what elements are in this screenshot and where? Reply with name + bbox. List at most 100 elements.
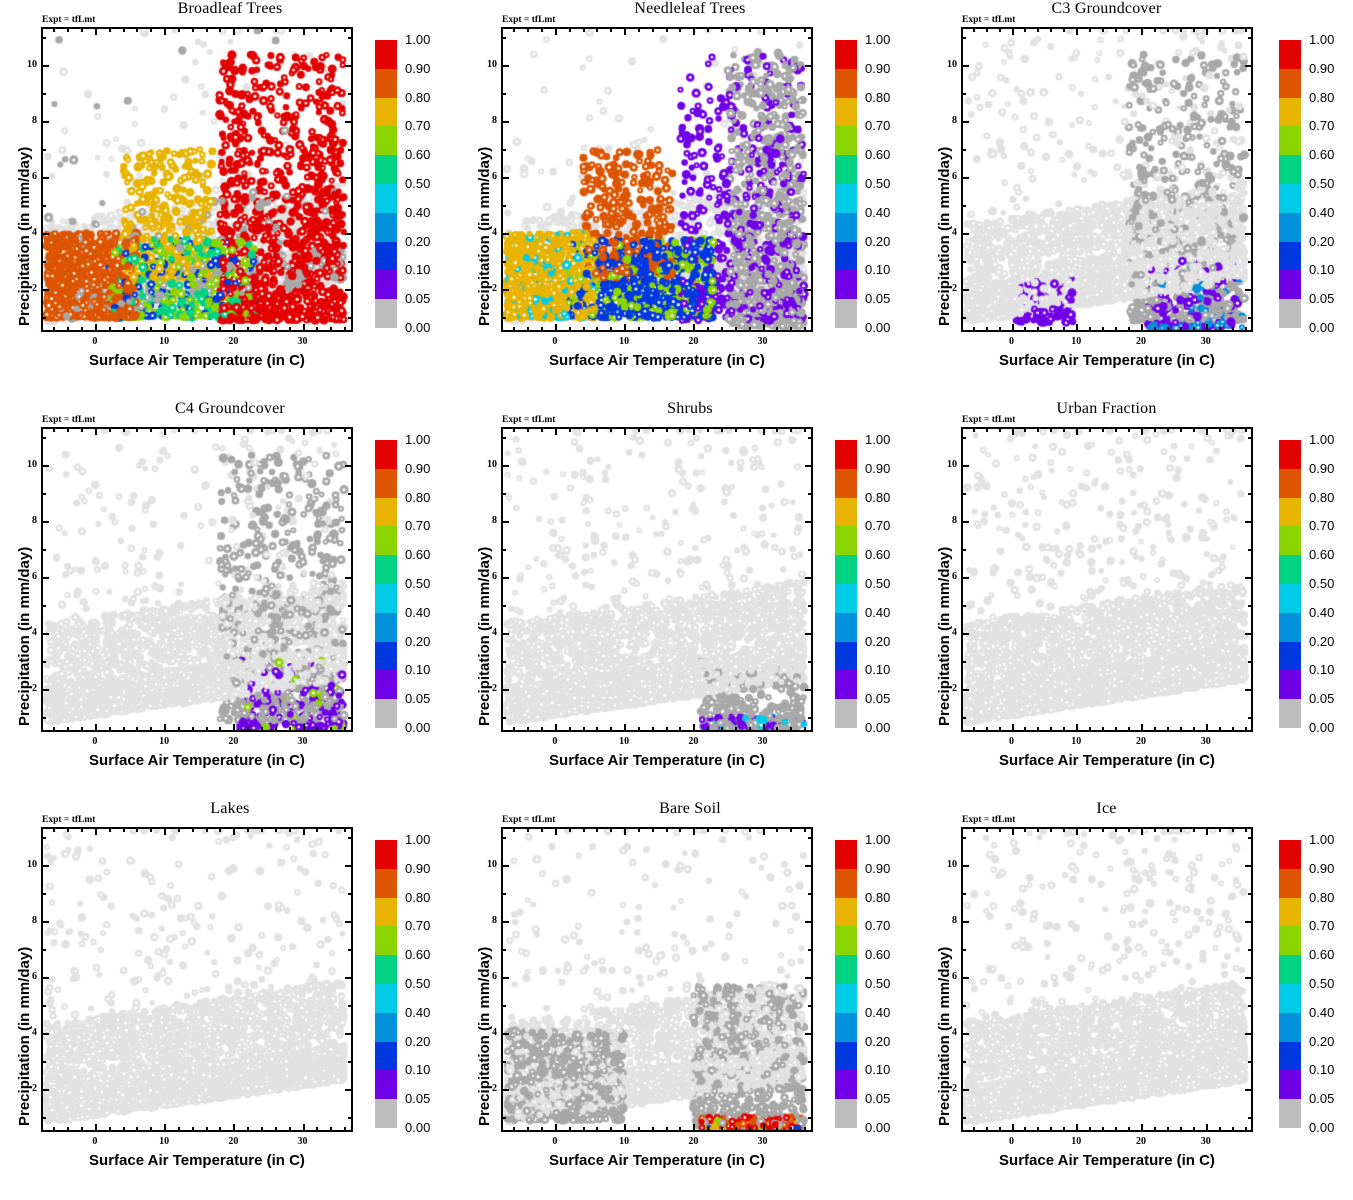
x-tick-top: [513, 429, 516, 432]
y-tick-label: 10: [487, 859, 497, 871]
x-tick-top: [330, 29, 333, 32]
x-tick: [693, 324, 696, 330]
x-tick-top: [330, 429, 333, 432]
x-tick: [1179, 327, 1182, 330]
y-tick-label: 2: [952, 683, 957, 695]
x-tick: [651, 1127, 654, 1130]
y-tick-right: [348, 949, 351, 952]
x-axis-title: Surface Air Temperature (in C): [89, 1152, 305, 1169]
y-axis-title: Precipitation (in mm/day): [936, 546, 953, 726]
y-tick: [43, 65, 49, 68]
colorbar-label: 0.40: [1309, 604, 1335, 620]
colorbar-cell: [835, 40, 857, 69]
x-tick-top: [1244, 429, 1247, 432]
colorbar-cell: [375, 468, 397, 498]
colorbar-cell: [835, 955, 857, 984]
colorbar-cell: [1279, 1012, 1301, 1042]
panel-title: Bare Soil: [659, 800, 721, 817]
x-tick: [1050, 727, 1053, 730]
y-tick-right: [1248, 261, 1251, 264]
y-tick: [503, 1005, 506, 1008]
colorbar-label: 0.05: [865, 291, 891, 307]
x-tick: [1102, 327, 1105, 330]
colorbar-cell: [1279, 897, 1301, 927]
y-tick-right: [348, 493, 351, 496]
x-tick: [94, 324, 97, 330]
y-tick-right: [1248, 661, 1251, 664]
x-tick-top: [108, 829, 111, 832]
x-tick-top: [191, 429, 194, 432]
colorbar-label: 0.10: [405, 1062, 431, 1078]
y-tick-right: [808, 317, 811, 320]
y-tick: [503, 1033, 509, 1036]
x-tick: [972, 727, 975, 730]
x-tick-top: [637, 829, 640, 832]
y-tick: [503, 289, 509, 292]
x-tick-top: [1166, 429, 1169, 432]
y-tick: [963, 65, 969, 68]
y-tick-label: 6: [492, 971, 497, 983]
x-tick: [1115, 327, 1118, 330]
y-tick: [43, 149, 46, 152]
x-tick-top: [693, 829, 696, 835]
x-tick: [288, 727, 291, 730]
x-tick-top: [582, 29, 585, 32]
x-tick: [316, 1127, 319, 1130]
x-tick: [527, 327, 530, 330]
panel-shrubs: Shrubs Expt = tfLmt 0 10 20 30 2 4 6 8 10 Surface A…: [460, 400, 920, 800]
x-tick-label: 0: [92, 1136, 98, 1147]
x-tick-label: 0: [1009, 336, 1015, 347]
x-tick-top: [1140, 829, 1143, 835]
y-tick: [503, 121, 509, 124]
y-tick-label: 4: [952, 1027, 957, 1039]
x-tick-top: [1192, 429, 1195, 432]
x-tick: [554, 1124, 557, 1130]
colorbar-cell: [835, 1099, 857, 1128]
colorbar-strip: [1279, 840, 1301, 1128]
x-tick-top: [1011, 429, 1014, 435]
y-tick-right: [1245, 1033, 1251, 1036]
y-tick-label: 8: [492, 115, 497, 127]
y-tick: [43, 689, 49, 692]
x-tick-top: [302, 829, 305, 835]
panel-ice: Ice Expt = tfLmt 0 10 20 30 2 4 6 8 10 Surface Air …: [920, 800, 1353, 1200]
x-tick-top: [651, 429, 654, 432]
x-tick-label: 0: [552, 1136, 558, 1147]
y-tick: [963, 205, 966, 208]
y-tick-right: [345, 521, 351, 524]
x-tick-label: 30: [1200, 736, 1211, 747]
x-tick: [721, 327, 724, 330]
x-tick: [1128, 327, 1131, 330]
x-tick-top: [67, 429, 70, 432]
y-tick-right: [348, 317, 351, 320]
colorbar-cell: [1279, 526, 1301, 556]
x-tick: [1192, 727, 1195, 730]
y-tick: [503, 521, 509, 524]
y-tick: [963, 37, 966, 40]
colorbar-cell: [1279, 583, 1301, 613]
x-tick: [998, 1127, 1001, 1130]
y-tick-label: 2: [492, 283, 497, 295]
x-tick-label: 10: [159, 336, 170, 347]
x-tick-top: [541, 29, 544, 32]
x-tick: [513, 1127, 516, 1130]
x-tick-top: [1115, 429, 1118, 432]
colorbar-strip: [835, 840, 857, 1128]
x-tick-top: [274, 29, 277, 32]
scatter-canvas: [963, 29, 1251, 330]
colorbar-cell: [1279, 868, 1301, 898]
y-tick: [43, 633, 49, 636]
x-tick: [541, 727, 544, 730]
x-tick: [205, 727, 208, 730]
x-tick: [1115, 727, 1118, 730]
colorbar-cell: [375, 555, 397, 584]
x-tick: [513, 327, 516, 330]
x-tick: [1063, 1127, 1066, 1130]
x-tick-top: [136, 29, 139, 32]
colorbar-cell: [375, 155, 397, 184]
x-tick: [776, 327, 779, 330]
x-tick-top: [344, 829, 347, 832]
x-tick-top: [637, 429, 640, 432]
x-tick: [274, 1127, 277, 1130]
x-tick-top: [568, 429, 571, 432]
